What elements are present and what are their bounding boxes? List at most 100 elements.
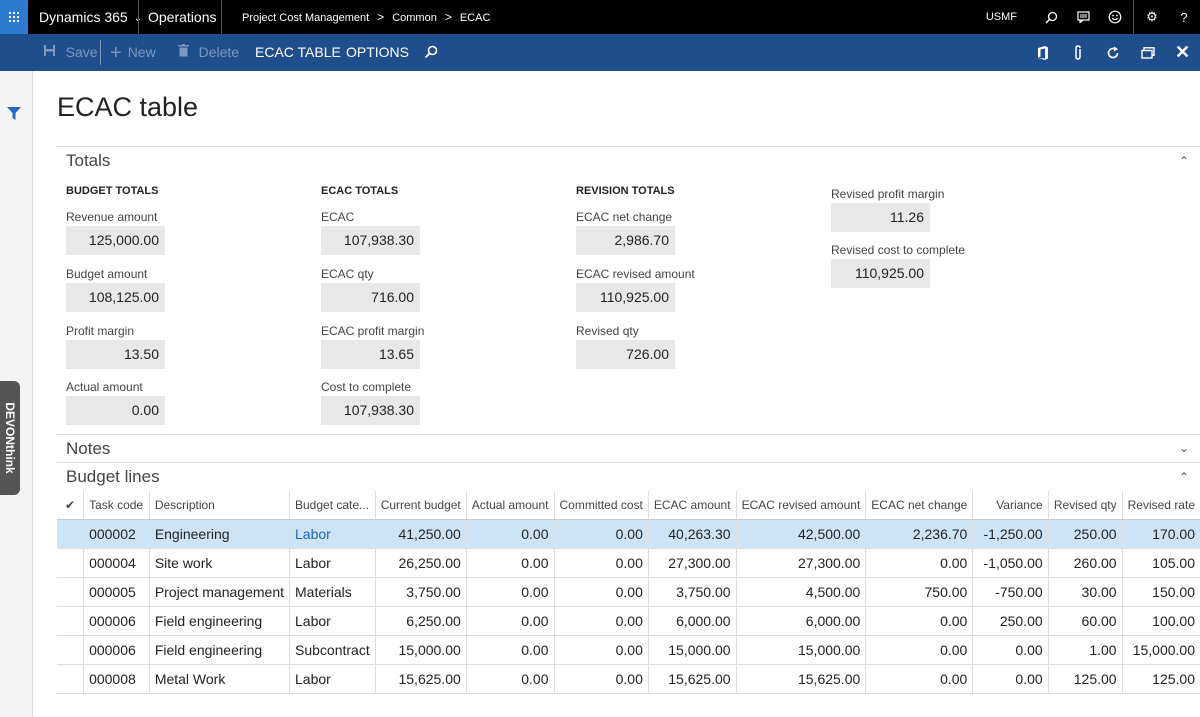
budget-lines-section-header[interactable]: Budget lines [66,467,160,486]
budget-category-cell[interactable]: Materials [289,577,376,607]
column-header-variance[interactable]: Variance [972,491,1049,520]
open-in-new-window-icon[interactable] [1130,34,1165,71]
revised-qty-cell[interactable]: 30.00 [1047,577,1123,607]
revised-profit-margin-field[interactable]: 11.26 [831,203,930,232]
column-header-current-budget[interactable]: Current budget [374,491,467,520]
column-header-committed-cost[interactable]: Committed cost [553,491,649,520]
ecac-amount-cell[interactable]: 27,300.00 [647,548,737,578]
task-code-cell[interactable]: 000004 [83,548,150,578]
task-code-cell[interactable]: 000005 [83,577,150,607]
breadcrumb-item[interactable]: ECAC [459,12,491,24]
ecac-net-change-field[interactable]: 2,986.70 [576,226,675,255]
revised-rate-cell[interactable]: 125.00 [1121,664,1200,694]
message-icon[interactable] [1067,0,1099,34]
revised-qty-field[interactable]: 726.00 [576,340,675,369]
budget-category-cell[interactable]: Labor [289,664,376,694]
committed-cost-cell[interactable]: 0.00 [553,664,649,694]
ecac-revised-amount-cell[interactable]: 4,500.00 [735,577,866,607]
ecac-revised-amount-cell[interactable]: 42,500.00 [735,519,866,549]
ecac-amount-cell[interactable]: 15,000.00 [647,635,737,665]
ecac-qty-field[interactable]: 716.00 [321,283,420,312]
column-header-task-code[interactable]: Task code [83,491,150,520]
chevron-up-icon[interactable]: ⌃ [1178,154,1189,168]
description-cell[interactable]: Project management [148,577,290,607]
budget-amount-field[interactable]: 108,125.00 [66,283,165,312]
table-row[interactable]: 000002 Engineering Labor 41,250.00 0.00 … [57,519,1200,549]
revised-qty-cell[interactable]: 250.00 [1047,519,1123,549]
revised-rate-cell[interactable]: 15,000.00 [1121,635,1200,665]
current-budget-cell[interactable]: 41,250.00 [374,519,467,549]
actual-amount-cell[interactable]: 0.00 [465,635,554,665]
select-all-checkmark-icon[interactable]: ✔ [57,491,84,520]
variance-cell[interactable]: 0.00 [972,664,1049,694]
company-picker[interactable]: USMF [985,11,1017,23]
ecac-revised-amount-cell[interactable]: 6,000.00 [735,606,866,636]
ecac-amount-cell[interactable]: 40,263.30 [647,519,737,549]
revised-qty-cell[interactable]: 1.00 [1047,635,1123,665]
app-launcher-icon[interactable] [0,0,28,34]
column-header-revised-rate[interactable]: Revised rate [1121,491,1200,520]
revised-rate-cell[interactable]: 105.00 [1121,548,1200,578]
new-button[interactable]: + New [110,34,156,71]
column-header-actual-amount[interactable]: Actual amount [465,491,554,520]
row-selector[interactable] [57,577,84,607]
budget-category-cell[interactable]: Labor [289,548,376,578]
actual-amount-cell[interactable]: 0.00 [465,606,554,636]
variance-cell[interactable]: -750.00 [972,577,1049,607]
current-budget-cell[interactable]: 15,000.00 [374,635,467,665]
budget-category-cell[interactable]: Labor [289,606,376,636]
search-icon[interactable] [424,34,438,71]
ecac-revised-amount-cell[interactable]: 15,000.00 [735,635,866,665]
chevron-up-icon[interactable]: ⌃ [1178,470,1189,484]
ecac-net-change-cell[interactable]: 2,236.70 [865,519,973,549]
refresh-icon[interactable] [1095,34,1130,71]
actual-amount-cell[interactable]: 0.00 [465,664,554,694]
ecac-net-change-cell[interactable]: 0.00 [865,606,973,636]
committed-cost-cell[interactable]: 0.00 [553,548,649,578]
budget-category-cell[interactable]: Subcontract [289,635,376,665]
description-cell[interactable]: Field engineering [148,635,290,665]
variance-cell[interactable]: 250.00 [972,606,1049,636]
current-budget-cell[interactable]: 6,250.00 [374,606,467,636]
module-name[interactable]: Operations [148,9,217,25]
row-selector[interactable] [57,606,84,636]
app-switcher[interactable]: Dynamics 365 ⌄ [39,0,142,34]
search-icon[interactable] [1035,0,1067,34]
ecac-net-change-cell[interactable]: 0.00 [865,548,973,578]
committed-cost-cell[interactable]: 0.00 [553,606,649,636]
variance-cell[interactable]: 0.00 [972,635,1049,665]
profit-margin-field[interactable]: 13.50 [66,340,165,369]
row-selector[interactable] [57,548,84,578]
ecac-field[interactable]: 107,938.30 [321,226,420,255]
column-header-ecac-revised-amount[interactable]: ECAC revised amount [735,491,866,520]
row-selector[interactable] [57,519,84,549]
revised-cost-to-complete-field[interactable]: 110,925.00 [831,259,930,288]
delete-button[interactable]: Delete [178,34,239,71]
gear-icon[interactable]: ⚙ [1146,9,1158,24]
chevron-down-icon[interactable]: ⌄ [1178,441,1189,455]
task-code-cell[interactable]: 000002 [83,519,150,549]
ecac-revised-amount-cell[interactable]: 27,300.00 [735,548,866,578]
table-row[interactable]: 000008 Metal Work Labor 15,625.00 0.00 0… [57,664,1200,694]
revised-rate-cell[interactable]: 150.00 [1121,577,1200,607]
attachment-icon[interactable] [1060,34,1095,71]
tab-ecac-table[interactable]: ECAC TABLE [255,44,341,60]
office-icon[interactable] [1025,34,1060,71]
save-button[interactable]: Save [43,34,98,71]
actual-amount-cell[interactable]: 0.00 [465,548,554,578]
filter-icon[interactable] [7,107,21,125]
column-header-ecac-amount[interactable]: ECAC amount [647,491,737,520]
row-selector[interactable] [57,664,84,694]
current-budget-cell[interactable]: 26,250.00 [374,548,467,578]
actual-amount-cell[interactable]: 0.00 [465,519,554,549]
column-header-ecac-net-change[interactable]: ECAC net change [865,491,973,520]
column-header-description[interactable]: Description [148,491,290,520]
breadcrumb-item[interactable]: Common [392,12,437,24]
ecac-profit-margin-field[interactable]: 13.65 [321,340,420,369]
revised-qty-cell[interactable]: 260.00 [1047,548,1123,578]
revised-qty-cell[interactable]: 60.00 [1047,606,1123,636]
revised-rate-cell[interactable]: 100.00 [1121,606,1200,636]
smiley-icon[interactable] [1099,0,1131,34]
table-row[interactable]: 000004 Site work Labor 26,250.00 0.00 0.… [57,548,1200,578]
ecac-amount-cell[interactable]: 3,750.00 [647,577,737,607]
